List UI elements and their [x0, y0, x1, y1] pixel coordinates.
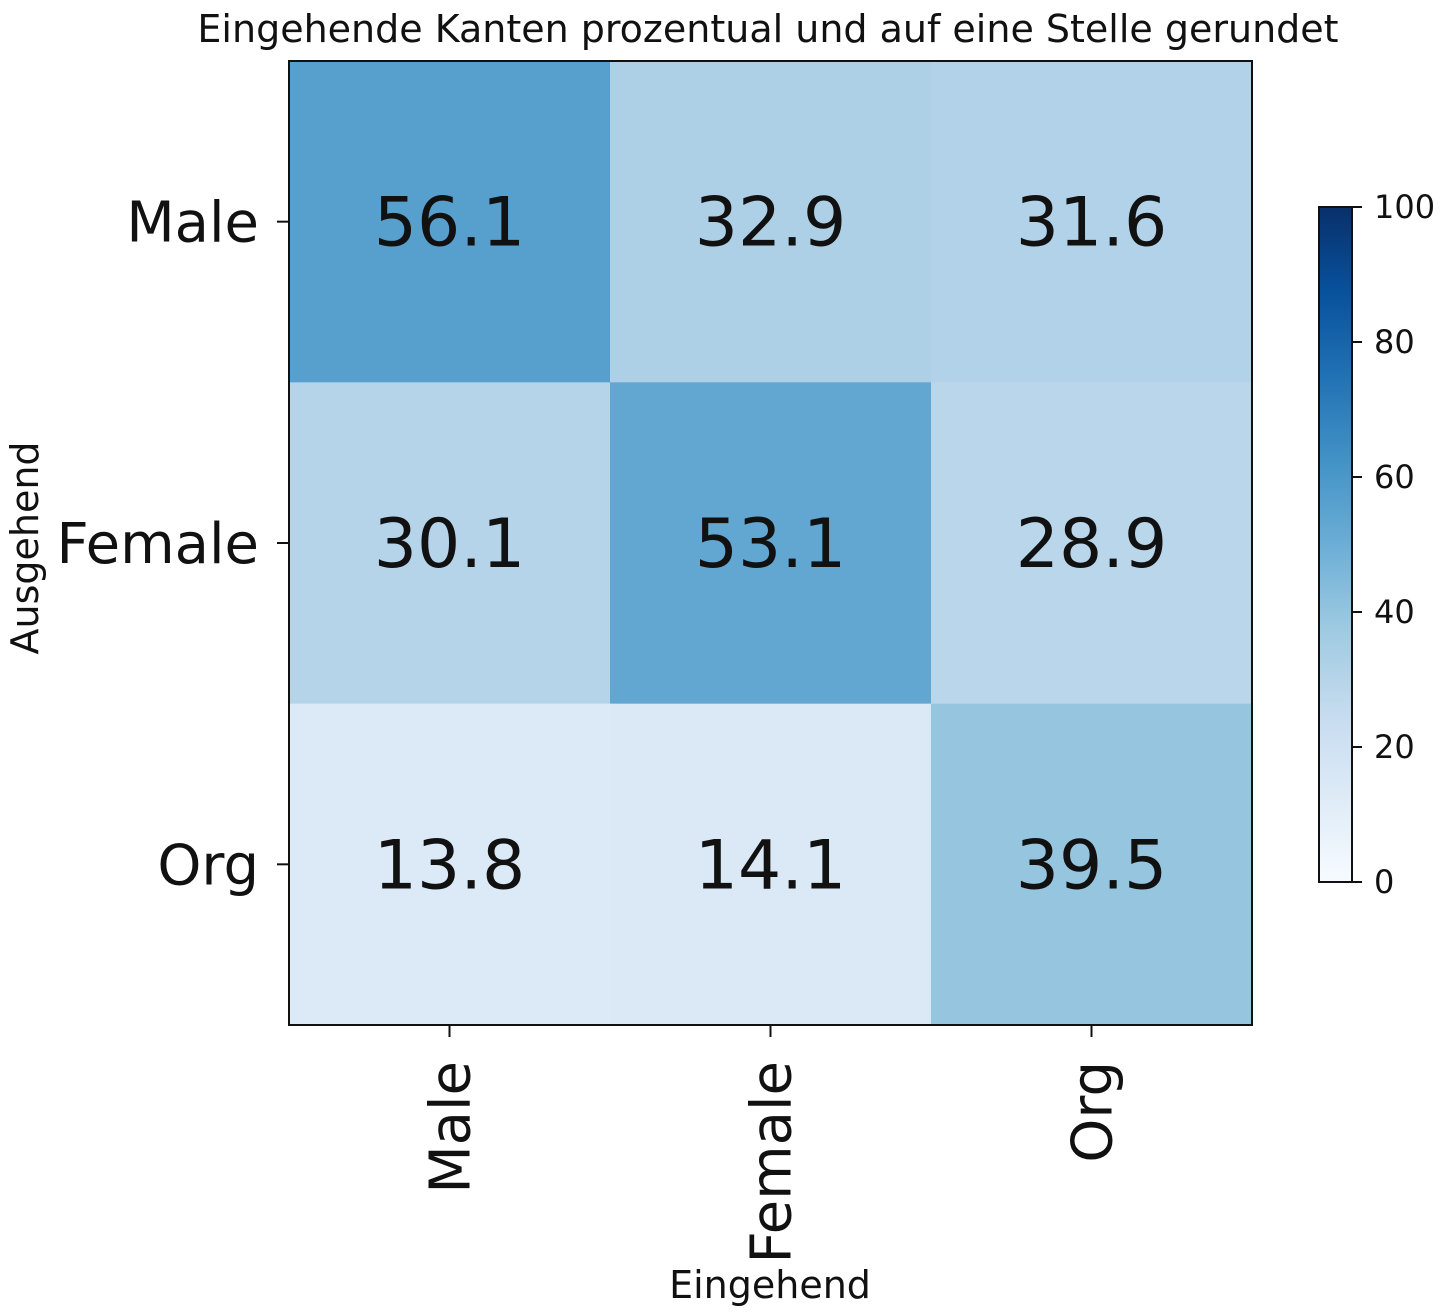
y-axis-label: Ausgehend — [3, 441, 47, 654]
heatmap-cell — [289, 61, 611, 383]
heatmap-cell — [289, 382, 611, 705]
cell-value-label: 31.6 — [1016, 184, 1167, 263]
heatmap-cell — [610, 703, 932, 1026]
heatmap-cell — [931, 382, 1253, 705]
colorbar — [1318, 206, 1353, 883]
x-axis-label: Eingehend — [669, 1263, 871, 1307]
heatmap-cell — [931, 703, 1253, 1026]
cell-value-label: 39.5 — [1016, 826, 1167, 905]
cell-value-label: 53.1 — [695, 505, 846, 584]
colorbar-tick-label: 40 — [1374, 593, 1415, 631]
colorbar-ticks: 0 20 40 60 80 100 — [1352, 188, 1435, 901]
cell-value-label: 30.1 — [374, 505, 525, 584]
heatmap-cell — [610, 61, 932, 383]
x-tick-label: Female — [740, 1061, 805, 1263]
x-tick-label: Org — [1061, 1061, 1126, 1163]
x-tick-label: Male — [419, 1061, 484, 1194]
heatmap-cells — [289, 61, 1253, 1026]
y-axis-ticks: Male Female Org — [57, 191, 289, 898]
heatmap-cell — [931, 61, 1253, 383]
cell-value-label: 14.1 — [695, 826, 846, 905]
cell-value-label: 32.9 — [695, 184, 846, 263]
cell-value-label: 28.9 — [1016, 505, 1167, 584]
heatmap-cell — [289, 703, 611, 1026]
colorbar-tick-label: 20 — [1374, 728, 1415, 766]
cell-value-labels: 56.1 32.9 31.6 30.1 53.1 28.9 13.8 14.1 39.5 — [374, 184, 1167, 906]
x-axis-ticks: Male Female Org — [419, 1025, 1126, 1263]
colorbar-tick-label: 80 — [1374, 323, 1415, 361]
colorbar-tick-label: 0 — [1374, 863, 1394, 901]
y-tick-label: Male — [126, 191, 259, 256]
colorbar-tick-label: 60 — [1374, 458, 1415, 496]
heatmap-cell — [610, 382, 932, 705]
cell-value-label: 13.8 — [374, 826, 525, 905]
chart-title: Eingehende Kanten prozentual und auf ein… — [197, 7, 1338, 51]
colorbar-tick-label: 100 — [1374, 188, 1435, 226]
cell-value-label: 56.1 — [374, 184, 525, 263]
y-tick-label: Female — [57, 512, 259, 577]
y-tick-label: Org — [157, 833, 259, 898]
